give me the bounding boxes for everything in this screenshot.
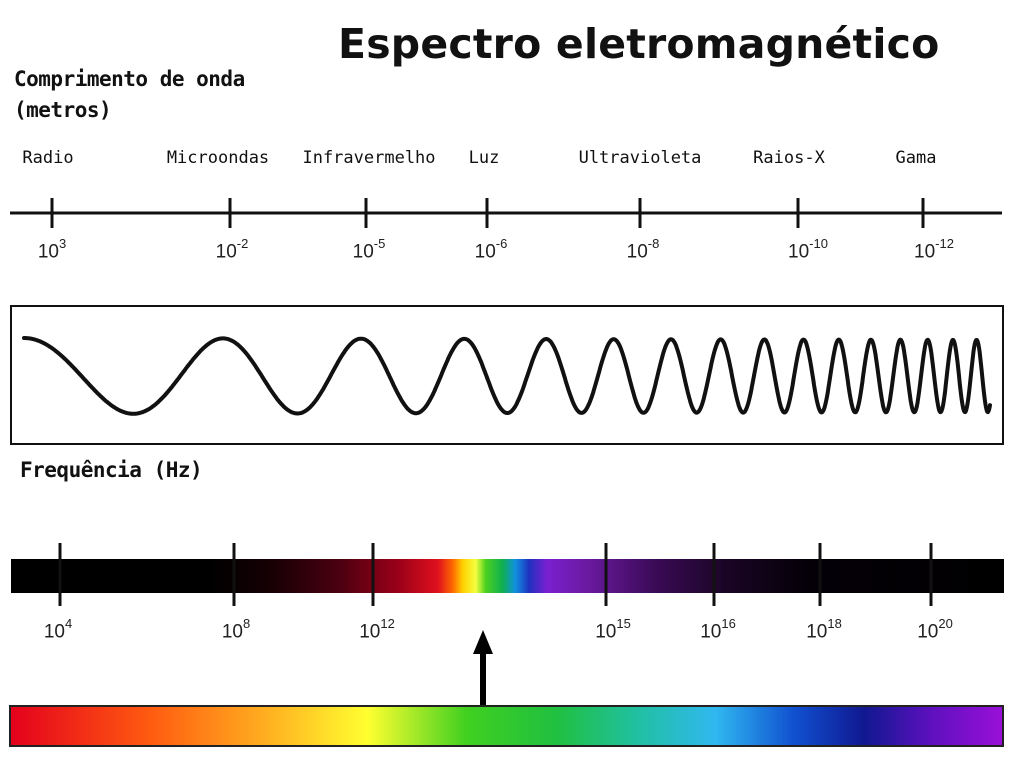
wavelength-value-microondas: 10-2 — [215, 236, 249, 263]
wavelength-label-line1: Comprimento de onda — [14, 67, 245, 91]
frequency-axis-label: Frequência (Hz) — [20, 458, 203, 482]
band-name-radio: Radio — [22, 148, 74, 168]
frequency-ticks — [58, 543, 933, 606]
frequency-spectrum-bar — [11, 559, 1004, 593]
wavelength-ticks — [50, 198, 925, 228]
frequency-value-2: 108 — [221, 616, 251, 643]
visible-spectrum-bar — [9, 705, 1004, 747]
band-name-infravermelho: Infravermelho — [302, 148, 436, 168]
band-name-microondas: Microondas — [166, 148, 270, 168]
frequency-value-3: 1012 — [359, 616, 395, 643]
frequency-value-5: 1016 — [700, 616, 736, 643]
band-name-gama: Gama — [895, 148, 937, 168]
wavelength-label-line2: (metros) — [14, 98, 112, 122]
wavelength-axis-label: Comprimento de onda (metros) — [14, 64, 245, 126]
band-name-luz: Luz — [468, 148, 500, 168]
wave-frame — [10, 305, 1004, 445]
wavelength-value-luz: 10-6 — [474, 236, 508, 263]
wavelength-value-gama: 10-12 — [914, 236, 954, 263]
visible-arrow-head — [473, 630, 493, 654]
band-name-ultravioleta: Ultravioleta — [578, 148, 702, 168]
frequency-value-7: 1020 — [917, 616, 953, 643]
wave-curve — [22, 336, 992, 416]
band-name-raios-x: Raios-X — [753, 148, 825, 168]
wavelength-value-infravermelho: 10-5 — [352, 236, 386, 263]
page-title: Espectro eletromagnético — [338, 20, 940, 68]
frequency-value-6: 1018 — [806, 616, 842, 643]
wavelength-value-raios-x: 10-10 — [788, 236, 828, 263]
wavelength-value-ultravioleta: 10-8 — [626, 236, 660, 263]
frequency-value-4: 1015 — [595, 616, 631, 643]
wavelength-value-radio: 103 — [37, 236, 67, 263]
frequency-value-1: 104 — [43, 616, 73, 643]
